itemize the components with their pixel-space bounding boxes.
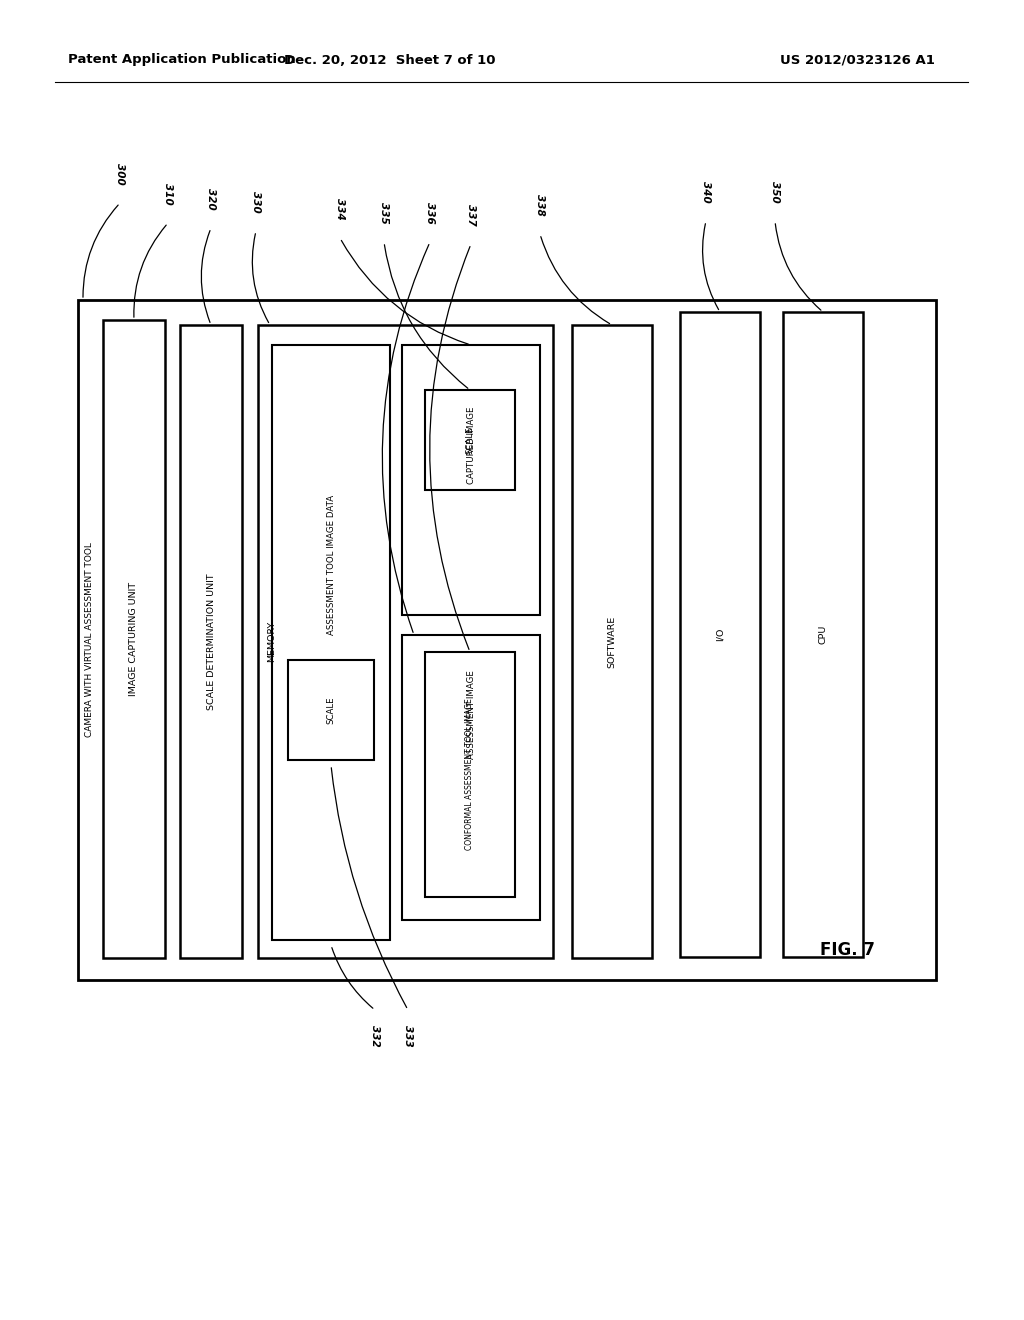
Bar: [288, 660, 374, 760]
Text: SOFTWARE: SOFTWARE: [607, 615, 616, 668]
Text: IMAGE CAPTURING UNIT: IMAGE CAPTURING UNIT: [129, 582, 138, 696]
Text: CAPTURED IMAGE: CAPTURED IMAGE: [467, 407, 475, 483]
Text: 330: 330: [251, 191, 261, 213]
Text: 334: 334: [335, 198, 345, 219]
Bar: [180, 325, 242, 958]
Text: SCALE DETERMINATION UNIT: SCALE DETERMINATION UNIT: [207, 573, 215, 710]
Text: 336: 336: [425, 202, 435, 224]
Text: 333: 333: [403, 1026, 413, 1047]
Text: SCALE: SCALE: [466, 426, 474, 454]
Text: I/O: I/O: [716, 628, 725, 642]
Text: FIG. 7: FIG. 7: [820, 941, 874, 960]
Text: Patent Application Publication: Patent Application Publication: [68, 54, 296, 66]
Bar: [402, 635, 540, 920]
Text: 337: 337: [466, 205, 476, 226]
Bar: [680, 312, 760, 957]
Bar: [425, 389, 515, 490]
Text: 300: 300: [115, 162, 125, 185]
Text: 310: 310: [163, 183, 173, 205]
Text: MEMORY: MEMORY: [267, 620, 276, 663]
Bar: [402, 345, 540, 615]
Text: CONFORMAL ASSESSMENT TOOL IMAGE: CONFORMAL ASSESSMENT TOOL IMAGE: [466, 698, 474, 850]
Text: CPU: CPU: [818, 624, 827, 644]
Text: 338: 338: [535, 194, 545, 215]
Text: 332: 332: [370, 1026, 380, 1047]
Bar: [78, 300, 936, 979]
Text: US 2012/0323126 A1: US 2012/0323126 A1: [780, 54, 935, 66]
Bar: [572, 325, 652, 958]
Text: ASSESSMENT TOOL IMAGE DATA: ASSESSMENT TOOL IMAGE DATA: [327, 495, 336, 635]
Text: 350: 350: [770, 181, 780, 203]
Bar: [103, 319, 165, 958]
Text: CAMERA WITH VIRTUAL ASSESSMENT TOOL: CAMERA WITH VIRTUAL ASSESSMENT TOOL: [85, 543, 94, 738]
Text: 320: 320: [206, 187, 216, 210]
Bar: [258, 325, 553, 958]
Text: 340: 340: [701, 181, 711, 203]
Bar: [783, 312, 863, 957]
Bar: [425, 652, 515, 898]
Text: ASSESSMENT IMAGE: ASSESSMENT IMAGE: [467, 671, 475, 759]
Text: 335: 335: [379, 202, 389, 224]
Text: Dec. 20, 2012  Sheet 7 of 10: Dec. 20, 2012 Sheet 7 of 10: [285, 54, 496, 66]
Bar: [272, 345, 390, 940]
Text: SCALE: SCALE: [327, 696, 336, 723]
